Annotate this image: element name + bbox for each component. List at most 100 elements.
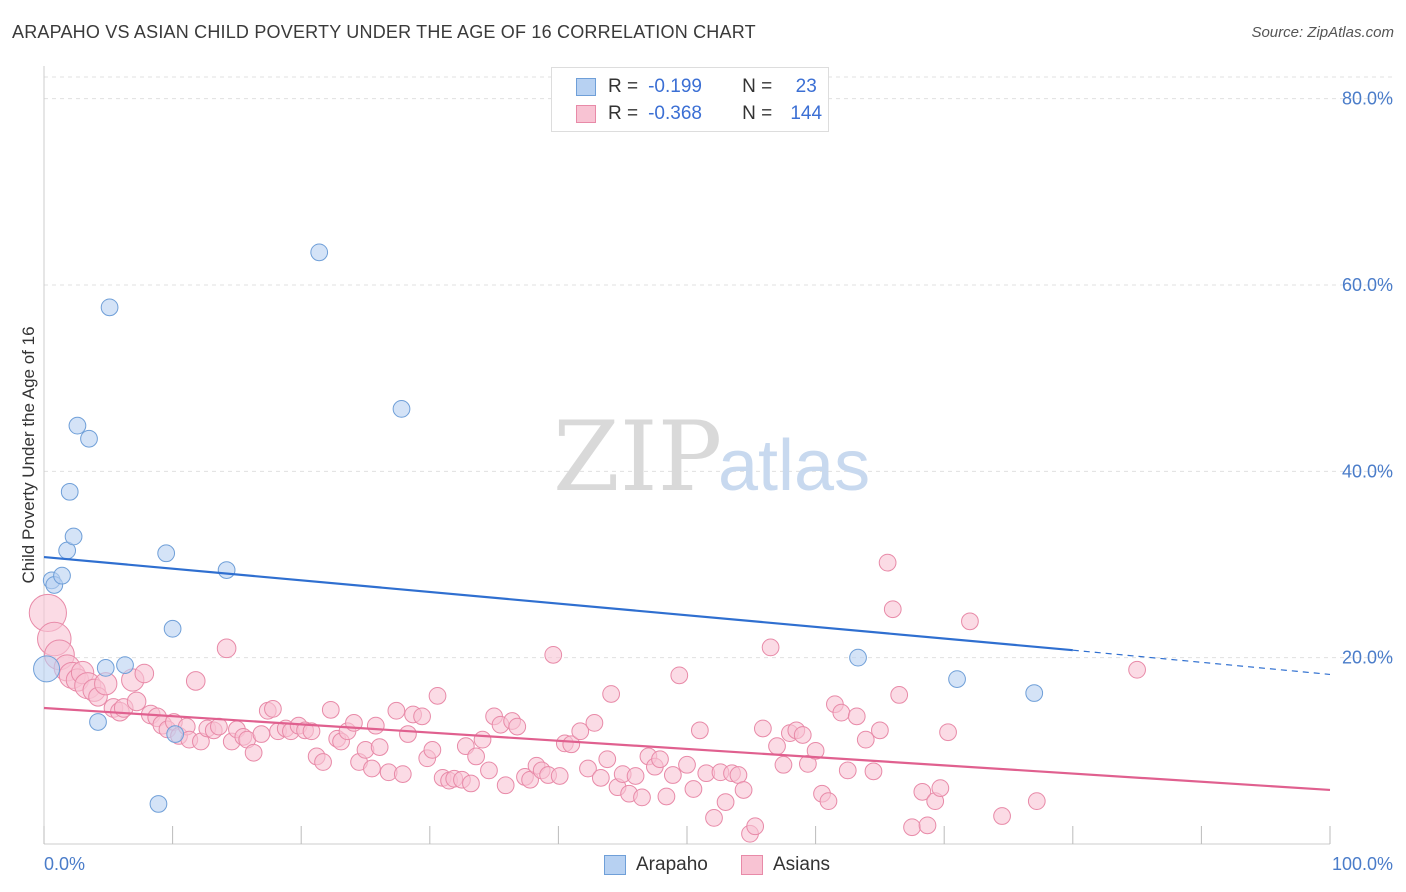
arapaho-point: [948, 670, 966, 688]
asians-point: [508, 717, 527, 736]
asians-point: [602, 685, 620, 703]
asians-point: [585, 714, 604, 732]
legend-r-value: -0.199: [648, 76, 702, 97]
asians-point: [462, 774, 480, 793]
asians-point: [579, 759, 597, 778]
asians-point: [903, 818, 921, 837]
asians-point: [768, 737, 786, 756]
asians-point: [847, 707, 866, 726]
asians-point: [864, 762, 883, 781]
y-tick-label: 20.0%: [1342, 648, 1393, 668]
asians-point: [480, 761, 498, 780]
y-tick-label: 40.0%: [1342, 461, 1393, 481]
asians-point: [716, 793, 735, 811]
asians-point: [423, 741, 442, 759]
arapaho-point: [89, 713, 107, 731]
asians-point: [544, 645, 563, 664]
asians-trend-line: [43, 706, 1331, 792]
asians-point: [562, 735, 581, 754]
arapaho-point: [64, 527, 83, 546]
asians-point: [913, 782, 932, 801]
asians-point: [746, 817, 765, 836]
chart-title: ARAPAHO VS ASIAN CHILD POVERTY UNDER THE…: [12, 22, 756, 42]
asians-point: [321, 700, 340, 719]
arapaho-point: [33, 655, 61, 683]
asians-point: [705, 809, 723, 827]
arapaho-point: [96, 659, 115, 677]
asians-point: [799, 755, 817, 773]
asians-point: [838, 761, 857, 780]
asians-point: [806, 741, 825, 760]
asians-point: [598, 750, 617, 769]
bottom-legend-asians: Asians: [741, 852, 830, 878]
arapaho-point: [149, 795, 168, 813]
asians-point: [363, 759, 381, 778]
asians-point: [473, 730, 492, 749]
arapaho-point: [1025, 684, 1044, 702]
asians-point: [918, 816, 937, 835]
series-arapaho-points: [33, 243, 1044, 813]
asians-point: [657, 787, 676, 806]
legend-r-value: -0.368: [648, 103, 702, 124]
asians-point: [413, 707, 431, 726]
bottom-legend-swatch-asians: [741, 855, 763, 875]
arapaho-point: [849, 648, 867, 667]
asians-point: [754, 719, 772, 738]
asians-point: [993, 807, 1011, 825]
asians-point: [314, 753, 332, 771]
watermark: ZIP atlas: [553, 401, 870, 513]
arapaho-trend-extension: [1072, 649, 1331, 676]
axes: [43, 66, 1331, 845]
asians-point: [878, 553, 897, 572]
legend-r-label: R =: [608, 76, 639, 97]
asians-point: [734, 781, 753, 799]
asians-point: [961, 612, 979, 631]
asians-point: [1128, 660, 1146, 679]
asians-point: [185, 671, 206, 691]
asians-point: [428, 686, 447, 705]
arapaho-point: [80, 429, 98, 448]
legend-r-label: R =: [608, 103, 639, 124]
bottom-legend-label-asians: Asians: [773, 854, 831, 875]
asians-point: [890, 686, 909, 704]
legend-row-arapaho: R = -0.199 N = 23: [576, 74, 826, 100]
bottom-legend-arapaho: Arapaho: [604, 852, 708, 878]
legend-n-value: 144: [790, 103, 823, 124]
asians-point: [931, 779, 950, 797]
series-asians-points: [28, 553, 1146, 843]
arapaho-point: [217, 561, 236, 579]
correlation-legend: R = -0.199 N = 23 R = -0.368 N = 144: [551, 67, 829, 132]
asians-point: [690, 721, 709, 740]
y-tick-label: 80.0%: [1342, 89, 1393, 109]
asians-point: [626, 767, 645, 785]
asians-point: [684, 780, 703, 798]
asians-point: [871, 721, 889, 740]
arapaho-point: [163, 619, 182, 638]
asians-point: [793, 726, 812, 744]
asians-point: [210, 717, 228, 736]
asians-point: [856, 730, 875, 749]
arapaho-point: [53, 566, 71, 585]
asians-point: [883, 600, 902, 619]
x-tick-label: 100.0%: [1332, 854, 1393, 874]
arapaho-point: [392, 400, 411, 418]
asians-point: [832, 703, 851, 722]
arapaho-point: [68, 416, 87, 435]
asians-point: [366, 716, 385, 735]
asians-point: [1027, 792, 1046, 811]
bottom-legend-swatch-arapaho: [604, 855, 626, 875]
asians-point: [819, 792, 838, 811]
asians-point: [571, 722, 590, 741]
legend-swatch-asians: [576, 105, 596, 123]
asians-point: [302, 722, 321, 741]
asians-point: [264, 700, 282, 718]
asians-point: [244, 743, 263, 762]
asians-point: [591, 768, 610, 787]
asians-point: [134, 663, 155, 684]
asians-point: [670, 666, 689, 685]
x-tick-label: 0.0%: [44, 854, 85, 874]
legend-row-asians: R = -0.368 N = 144: [576, 101, 826, 127]
asians-point: [393, 765, 412, 783]
trend-lines: [43, 555, 1331, 792]
